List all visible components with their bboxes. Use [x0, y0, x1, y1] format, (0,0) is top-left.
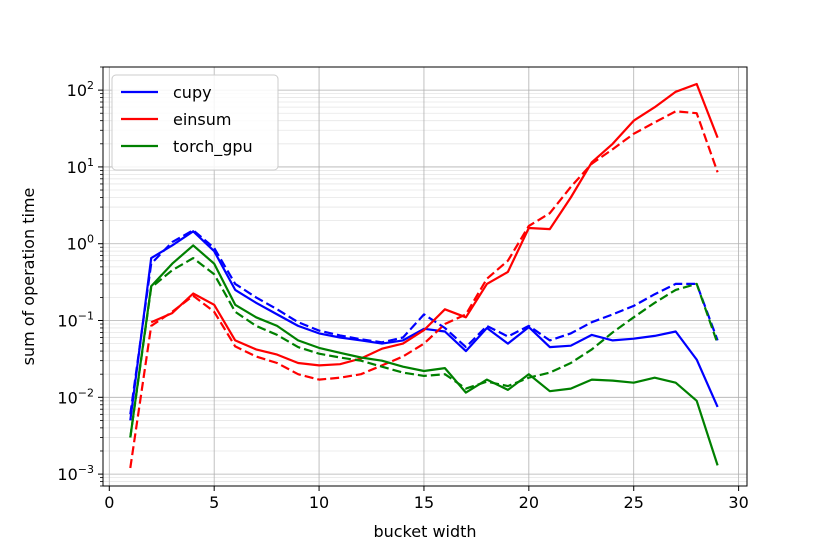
- x-axis: 0 5 10 15 20 25 30: [104, 486, 749, 512]
- x-tick-label: 5: [209, 493, 219, 512]
- legend-label: cupy: [173, 83, 212, 102]
- x-tick-label: 15: [414, 493, 434, 512]
- x-tick-label: 25: [624, 493, 644, 512]
- x-tick-label: 10: [309, 493, 329, 512]
- x-tick-label: 30: [728, 493, 748, 512]
- x-tick-label: 0: [104, 493, 114, 512]
- y-axis-label: sum of operation time: [19, 188, 38, 366]
- legend-label: einsum: [173, 110, 232, 129]
- series-line-5: [129, 257, 719, 438]
- legend: cupy einsum torch_gpu: [111, 74, 279, 171]
- series-line-4: [129, 244, 719, 466]
- series-layer: [129, 82, 719, 469]
- legend-label: torch_gpu: [173, 137, 253, 157]
- x-axis-label: bucket width: [373, 522, 476, 541]
- plot-frame: [102, 66, 748, 487]
- series-line-2: [150, 82, 719, 367]
- series-line-3: [129, 110, 719, 469]
- series-line-1: [129, 229, 719, 415]
- x-tick-label: 20: [519, 493, 539, 512]
